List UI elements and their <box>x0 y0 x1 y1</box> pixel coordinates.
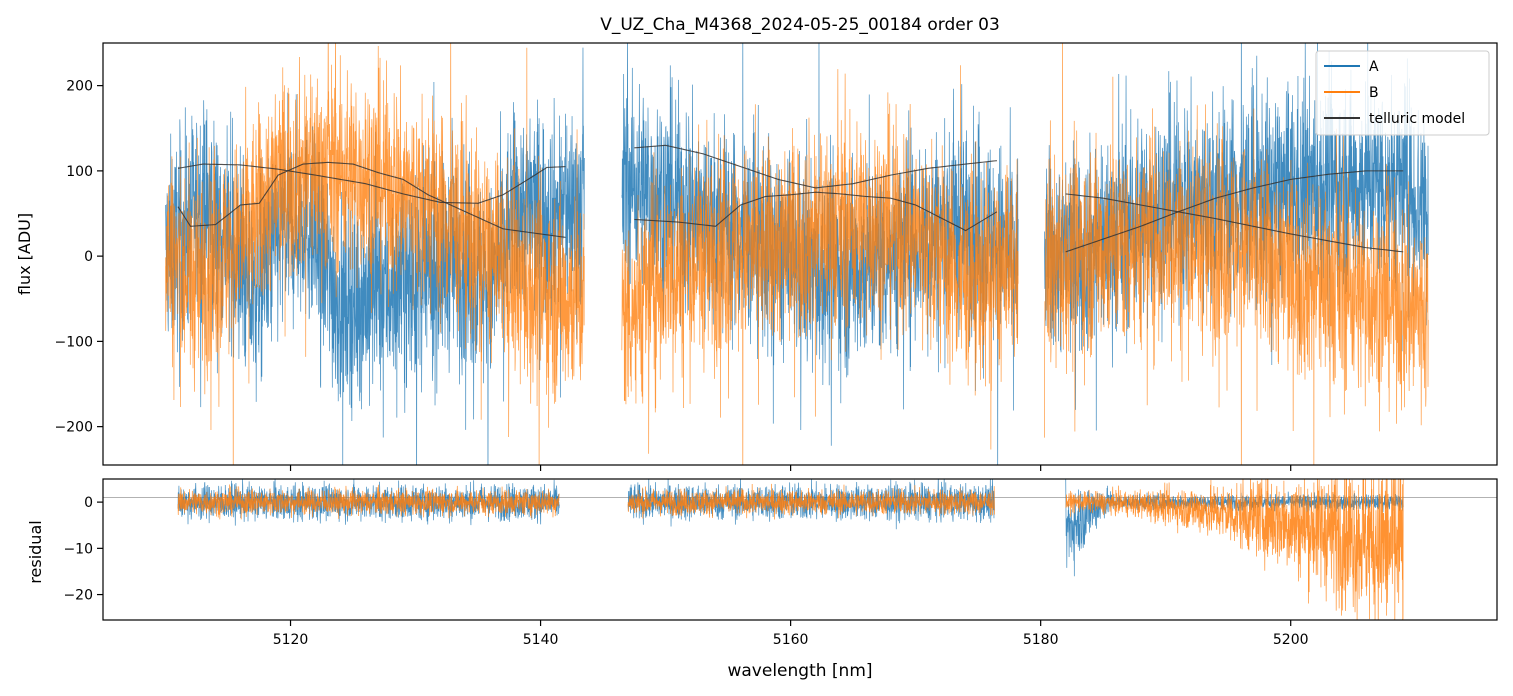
residual-b-segment <box>1065 479 1404 620</box>
series-b-segment <box>621 65 1019 465</box>
bottom-y-axis-label: residual <box>26 520 45 583</box>
top-axes-frame <box>102 42 1498 466</box>
bottom-xtick-label: 5120 <box>273 632 309 648</box>
telluric-model-curve <box>177 163 566 204</box>
telluric-model-curve <box>1065 170 1404 253</box>
top-x-ticks <box>289 465 1292 471</box>
top-ytick-label: 100 <box>66 164 93 180</box>
series-B-flux <box>165 43 1429 465</box>
series-b-segment <box>165 43 585 465</box>
top-ytick-label: −100 <box>55 334 93 350</box>
legend-box <box>1315 50 1490 136</box>
bottom-ytick-label: −10 <box>63 541 93 557</box>
top-plot-area <box>165 43 1429 465</box>
top-y-ticks: −200 −100 0 100 200 <box>55 79 103 436</box>
telluric-model-lines <box>177 144 1404 253</box>
residual-b-segment <box>627 483 995 520</box>
telluric-model-curve <box>634 191 998 232</box>
legend-label-a: A <box>1369 59 1379 75</box>
telluric-model-curve <box>1065 193 1404 253</box>
bottom-y-ticks: 0 −10 −20 <box>63 495 103 604</box>
telluric-model-curve <box>634 144 997 189</box>
bottom-ytick-label: 0 <box>84 495 93 511</box>
telluric-model-curve <box>177 161 566 238</box>
chart-title: V_UZ_Cha_M4368_2024-05-25_00184 order 03 <box>600 15 1000 35</box>
top-ytick-label: 200 <box>66 79 93 95</box>
legend: A B telluric model <box>1315 50 1490 136</box>
top-ytick-label: −200 <box>55 420 93 436</box>
bottom-x-ticks: 5120 5140 5160 5180 5200 <box>273 620 1309 648</box>
series-B-residual <box>177 479 1404 620</box>
top-ytick-label: 0 <box>84 249 93 265</box>
bottom-xtick-label: 5180 <box>1023 632 1059 648</box>
x-axis-label: wavelength [nm] <box>727 661 872 681</box>
series-b-segment <box>1044 43 1429 465</box>
bottom-xtick-label: 5140 <box>523 632 559 648</box>
legend-label-telluric: telluric model <box>1369 111 1465 127</box>
residual-b-segment <box>177 484 560 520</box>
bottom-plot-area <box>103 479 1497 620</box>
bottom-axes-frame <box>102 478 1498 621</box>
legend-label-b: B <box>1369 85 1379 101</box>
bottom-ytick-label: −20 <box>63 588 93 604</box>
bottom-xtick-label: 5200 <box>1273 632 1309 648</box>
top-y-axis-label: flux [ADU] <box>15 213 34 295</box>
bottom-xtick-label: 5160 <box>773 632 809 648</box>
